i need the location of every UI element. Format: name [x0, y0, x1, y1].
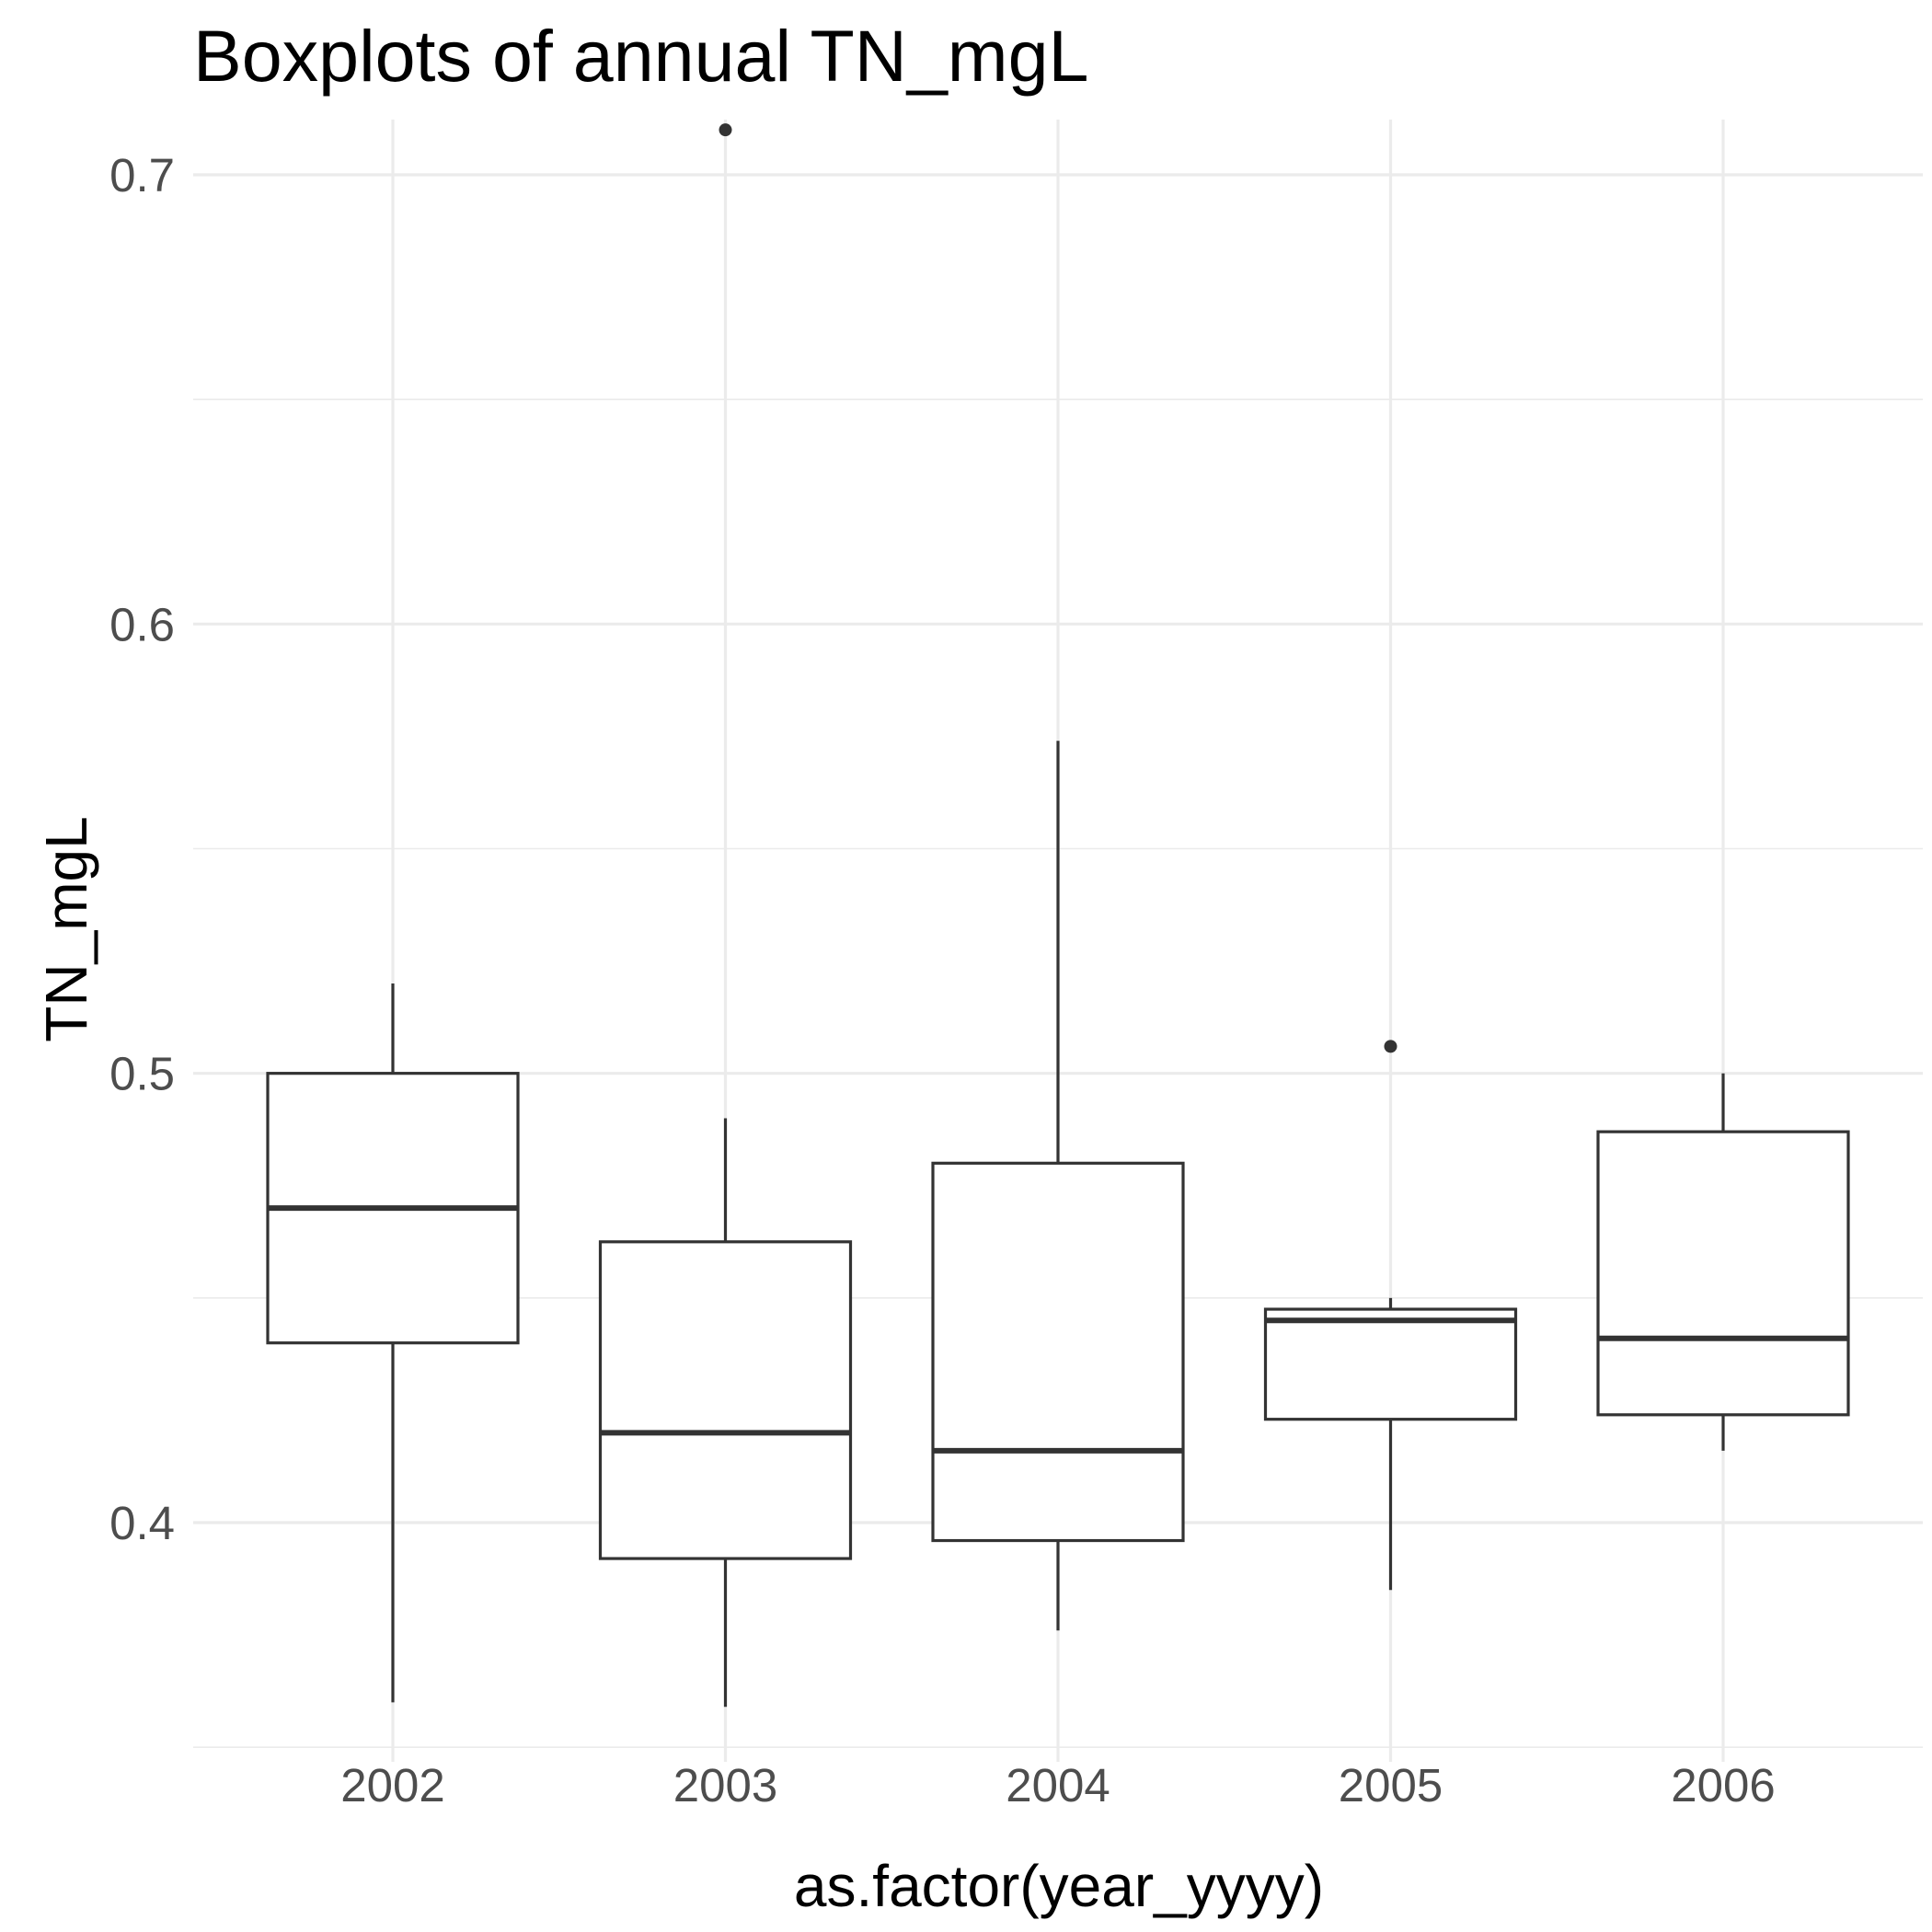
- y-tick-labels: 0.4 0.5 0.6 0.7: [109, 149, 175, 1549]
- box-2005: [1263, 1040, 1518, 1591]
- x-tick-label: 2005: [1339, 1759, 1443, 1811]
- y-tick-label: 0.5: [109, 1048, 175, 1100]
- x-axis-title: as.factor(year_yyyy): [794, 1853, 1324, 1919]
- box-2006: [1596, 1073, 1850, 1451]
- y-tick-label: 0.4: [109, 1497, 175, 1549]
- iqr-box: [1263, 1307, 1518, 1421]
- outlier-point: [1384, 1040, 1397, 1053]
- iqr-box: [931, 1161, 1185, 1543]
- box-2002: [266, 983, 520, 1703]
- box-2003: [598, 123, 853, 1708]
- x-tick-label: 2002: [340, 1759, 444, 1811]
- outlier-point: [719, 123, 732, 137]
- x-tick-labels: 2002 2003 2004 2005 2006: [340, 1759, 1775, 1811]
- chart-title: Boxplots of annual TN_mgL: [193, 15, 1088, 97]
- box-2004: [931, 741, 1185, 1631]
- iqr-box: [598, 1240, 853, 1560]
- y-axis-title: TN_mgL: [33, 816, 99, 1041]
- y-tick-label: 0.6: [109, 598, 175, 650]
- y-tick-label: 0.7: [109, 149, 175, 201]
- x-tick-label: 2004: [1006, 1759, 1110, 1811]
- iqr-box: [1596, 1130, 1850, 1417]
- x-tick-label: 2006: [1671, 1759, 1775, 1811]
- boxes-layer: [266, 123, 1850, 1708]
- x-tick-label: 2003: [673, 1759, 777, 1811]
